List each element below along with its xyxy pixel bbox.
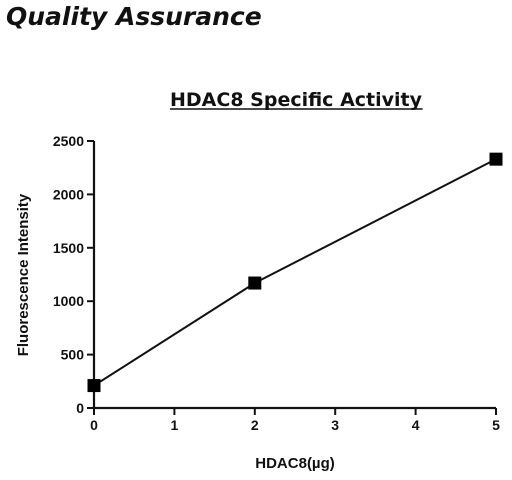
y-tick-label: 0 <box>76 400 84 416</box>
page-heading: Quality Assurance <box>6 2 262 31</box>
x-tick-label: 0 <box>90 417 98 433</box>
y-tick-label: 2500 <box>53 133 84 149</box>
data-point <box>87 379 101 393</box>
x-tick-label: 1 <box>171 417 179 433</box>
x-tick-label: 2 <box>251 417 259 433</box>
y-tick-label: 1000 <box>53 293 84 309</box>
axes: 0 500 1000 1500 2000 2500 0 1 2 3 4 5 <box>53 133 500 433</box>
plot-area <box>87 152 503 393</box>
series-line <box>93 158 497 387</box>
y-tick-label: 2000 <box>53 186 84 202</box>
x-tick-label: 5 <box>492 417 500 433</box>
chart-title: HDAC8 Specific Activity <box>170 89 423 111</box>
x-tick-label: 4 <box>412 417 420 433</box>
data-point <box>489 152 503 166</box>
y-axis-label: Fluorescence Intensity <box>15 193 32 356</box>
y-tick-label: 1500 <box>53 240 84 256</box>
data-point <box>248 276 262 290</box>
y-tick-label: 500 <box>61 347 85 363</box>
x-tick-label: 3 <box>331 417 339 433</box>
x-axis-label: HDAC8(µg) <box>255 455 334 472</box>
